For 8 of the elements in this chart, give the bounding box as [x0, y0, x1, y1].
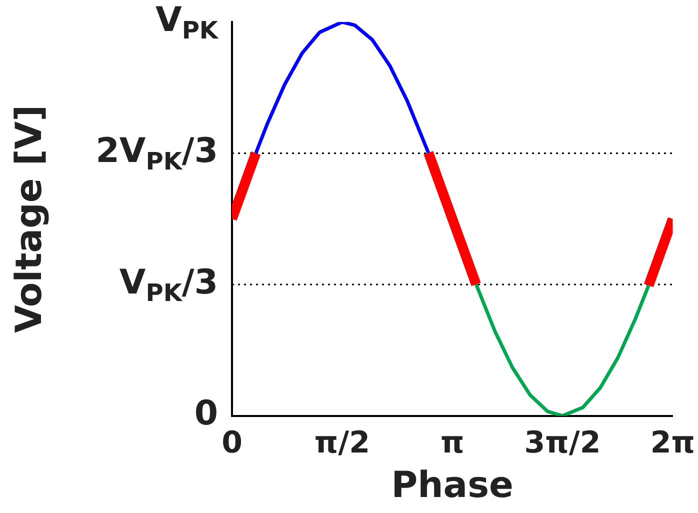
x-tick-label: π [440, 426, 464, 461]
x-tick-label: 2π [650, 426, 695, 461]
x-axis-title: Phase [391, 464, 514, 506]
x-tick-label: π/2 [314, 426, 370, 461]
x-tick-label: 0 [222, 426, 242, 461]
y-axis-title: Voltage [V] [8, 104, 50, 333]
text: 0 [194, 394, 218, 434]
x-tick-label: 3π/2 [524, 426, 601, 461]
